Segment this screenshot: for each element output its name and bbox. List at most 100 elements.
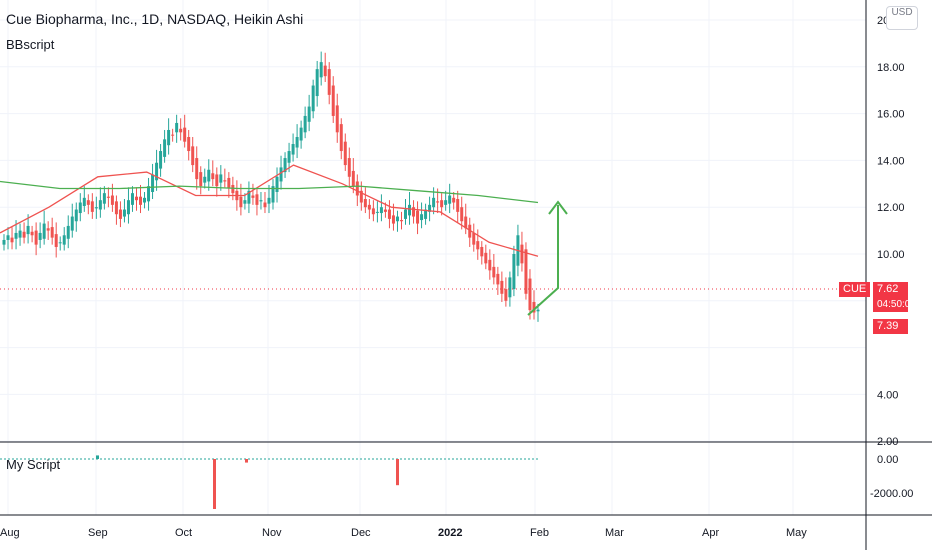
candle-body [191,146,195,166]
candle-body [143,197,147,203]
candle-body [428,204,432,212]
projection-arrow [527,200,568,316]
candle-body [66,225,70,239]
candle-body [255,194,259,205]
pane2-label[interactable]: My Script [6,457,61,472]
candle-body [134,196,138,201]
last-price-tag: 7.62 [873,282,908,297]
candle-body [520,244,524,264]
candle-body [42,223,46,239]
candles-layer [2,51,540,322]
candle-body [468,224,472,238]
candle-body [26,225,30,235]
candle-body [488,259,492,271]
candle-body [295,137,299,148]
candle-body [163,139,167,157]
candle-body [126,200,130,215]
candle-body [62,235,66,245]
candle-body [371,208,375,215]
candle-body [82,197,86,207]
candle-body [283,158,287,173]
ma-fast-line [0,164,539,257]
candle-body [420,214,424,221]
candle-body [78,202,82,214]
candle-body [436,201,440,203]
time-label: Mar [605,527,624,539]
arrow-head [548,200,568,215]
candle-body [480,246,484,257]
candle-body [86,200,90,205]
candle-body [512,254,516,290]
arrow-line [527,205,559,316]
candle-body [303,115,307,133]
candle-body [122,209,126,217]
currency-button[interactable]: USD [886,6,918,30]
candle-body [476,241,480,250]
candle-body [139,196,143,205]
candle-body [2,239,6,245]
candle-body [106,196,110,198]
candle-body [247,190,251,204]
candle-body [367,204,371,210]
time-label: Aug [0,527,20,539]
candle-body [54,234,58,247]
osc-tick: -2000.00 [870,488,913,500]
candle-body [50,227,54,238]
candle-body [299,127,303,141]
candle-body [311,85,315,112]
candle-body [175,122,179,133]
time-label: Dec [351,527,371,539]
time-label: Oct [175,527,192,539]
candle-body [335,105,339,133]
candle-body [432,197,436,208]
candle-body [151,174,155,192]
time-label: Nov [262,527,282,539]
candle-body [452,197,456,203]
candle-body [259,200,263,202]
candle-body [528,278,532,311]
candle-body [118,209,122,219]
candle-body [504,289,508,301]
time-label: Apr [702,527,719,539]
candle-body [147,186,151,202]
candle-body [167,129,171,146]
candle-body [448,195,452,204]
candle-body [179,128,183,133]
candle-body [391,215,395,224]
time-label: 2022 [438,527,462,539]
candle-body [291,144,295,155]
candle-body [363,199,367,208]
low-price-tag: 7.39 [873,319,908,334]
price-tick: 16.00 [877,109,905,121]
candle-body [110,195,114,205]
osc-spike [213,459,216,509]
candle-body [267,197,271,204]
candle-body [379,207,383,214]
candle-body [395,216,399,222]
candle-body [375,211,379,213]
candle-body [412,207,416,217]
candle-body [424,209,428,219]
countdown-tag: 04:50:01 [873,297,916,312]
candle-body [275,176,279,192]
indicator-label[interactable]: BBscript [6,37,55,52]
candle-body [460,207,464,222]
symbol-tag: CUE [839,282,871,297]
price-tick: 4.00 [877,389,898,401]
candle-body [263,202,267,208]
osc-tick: 0.00 [877,454,898,466]
candle-body [219,174,223,183]
oscillator-pane [0,455,540,509]
candle-body [46,228,50,231]
chart-title: Cue Biopharma, Inc., 1D, NASDAQ, Heikin … [6,11,304,27]
candle-body [239,196,243,208]
candle-body [243,200,247,204]
candle-body [207,169,211,182]
candle-body [155,162,159,181]
price-axis: 20.0018.0016.0014.0012.0010.008.004.002.… [870,15,913,500]
candle-body [223,180,227,182]
candle-body [227,177,231,189]
candle-body [183,127,187,142]
